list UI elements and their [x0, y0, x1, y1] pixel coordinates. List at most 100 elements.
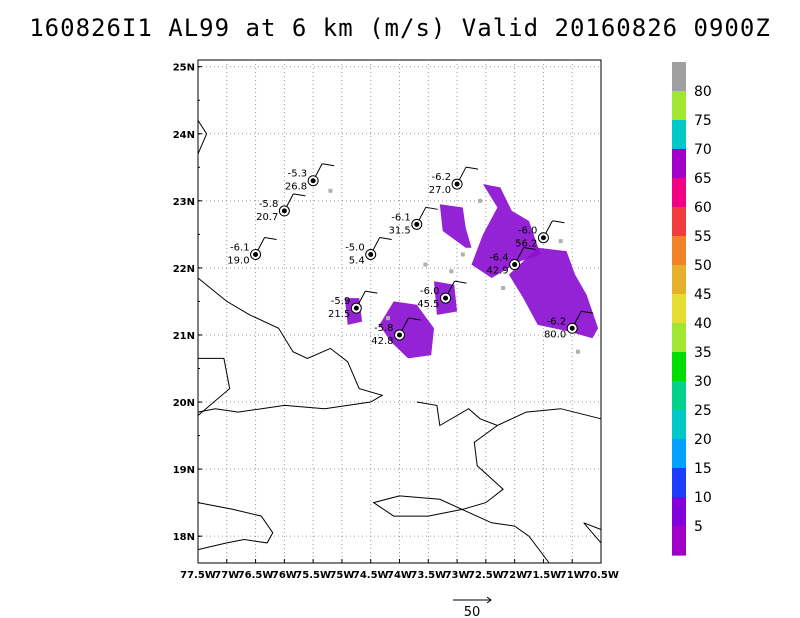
x-tick-label: 77.5W — [180, 570, 216, 581]
observation-top-value: -5.9 — [331, 296, 351, 307]
x-tick-label: 76W — [272, 570, 297, 581]
wind-barb-flag — [465, 166, 479, 170]
observation-station: -6.4 42.9 — [486, 247, 536, 277]
observation-top-value: -6.0 — [518, 226, 538, 237]
y-tick-label: 19N — [173, 465, 195, 476]
reference-vector: 50 — [453, 596, 492, 618]
station-dot — [397, 332, 402, 338]
echo-speck — [423, 262, 428, 267]
observation-station: -6.1 19.0 — [227, 237, 277, 266]
wind-barb-flag — [552, 220, 565, 224]
wind-barb-flag — [379, 237, 392, 240]
echo-speck — [478, 198, 483, 203]
x-tick-label: 72W — [502, 570, 527, 581]
colorbar-swatch — [672, 149, 686, 179]
x-tick-label: 70.5W — [583, 570, 619, 581]
colorbar-label: 60 — [694, 200, 712, 216]
echo-speck — [460, 252, 465, 257]
colorbar-label: 10 — [694, 490, 712, 506]
echo-speck — [575, 349, 580, 354]
y-tick-label: 18N — [173, 532, 195, 543]
colorbar-swatch — [672, 410, 686, 440]
x-tick-label: 75W — [329, 570, 354, 581]
observation-station: -5.9 21.5 — [328, 290, 378, 320]
colorbar-label: 70 — [694, 142, 712, 158]
y-tick-label: 21N — [173, 331, 195, 342]
wind-barb-flag — [408, 317, 421, 321]
x-tick-label: 75.5W — [295, 570, 331, 581]
colorbar-label: 75 — [694, 113, 712, 129]
reference-vector-label: 50 — [464, 605, 481, 618]
coastline — [197, 277, 384, 413]
x-tick-label: 77W — [214, 570, 239, 581]
observation-bottom-value: 21.5 — [328, 309, 350, 320]
x-tick-label: 73W — [445, 570, 470, 581]
observation-bottom-value: 5.4 — [349, 255, 365, 266]
colorbar-swatch — [672, 468, 686, 498]
observation-bottom-value: 80.0 — [544, 329, 566, 340]
observation-station: -5.8 42.8 — [371, 317, 421, 347]
observation-station: -5.3 26.8 — [285, 163, 335, 193]
observation-top-value: -5.8 — [259, 199, 279, 210]
colorbar-swatch — [672, 526, 686, 556]
y-tick-label: 23N — [173, 197, 195, 208]
y-tick-label: 20N — [173, 398, 195, 409]
colorbar-label: 20 — [694, 432, 712, 448]
x-tick-label: 71W — [560, 570, 585, 581]
station-dot — [310, 178, 316, 184]
wind-barb-flag — [523, 247, 536, 251]
observation-top-value: -6.2 — [547, 316, 567, 327]
y-axis-ticks: 25N 24N 23N 22N 21N 20N 19N 18N — [173, 63, 202, 543]
colorbar-label: 55 — [694, 229, 712, 245]
observation-bottom-value: 19.0 — [227, 255, 249, 266]
observation-bottom-value: 42.8 — [371, 336, 393, 347]
observation-top-value: -5.3 — [288, 169, 308, 180]
observation-top-value: -5.8 — [374, 323, 394, 334]
x-tick-label: 72.5W — [468, 570, 504, 581]
wind-echo — [439, 204, 472, 248]
colorbar-swatch — [672, 294, 686, 324]
wind-speed-shading — [328, 184, 599, 359]
colorbar-swatch — [672, 91, 686, 121]
observation-top-value: -6.1 — [230, 242, 250, 253]
observation-bottom-value: 42.9 — [486, 266, 508, 277]
coastline — [583, 522, 602, 544]
wind-barb-flag — [365, 290, 378, 294]
observation-station: -5.8 20.7 — [256, 193, 306, 223]
coastlines — [197, 120, 602, 564]
x-tick-label: 74.5W — [353, 570, 389, 581]
echo-speck — [328, 188, 333, 193]
colorbar-swatch — [672, 236, 686, 266]
echo-speck — [558, 239, 563, 244]
observation-bottom-value: 56.2 — [515, 239, 537, 250]
observation-station: -6.0 45.5 — [417, 280, 467, 310]
x-tick-label: 71.5W — [526, 570, 562, 581]
wind-echo — [508, 247, 599, 339]
colorbar-swatch — [672, 265, 686, 295]
y-tick-label: 25N — [173, 63, 195, 74]
colorbar-swatch — [672, 207, 686, 237]
station-dot — [281, 208, 287, 214]
colorbar-swatch — [672, 381, 686, 411]
colorbar-swatch — [672, 352, 686, 382]
colorbar-swatch — [672, 120, 686, 150]
colorbar-label: 80 — [694, 84, 712, 100]
wind-barb-flag — [425, 206, 438, 210]
colorbar-swatch — [672, 497, 686, 527]
echo-speck — [501, 286, 506, 291]
x-tick-label: 74W — [387, 570, 412, 581]
colorbar-swatch — [672, 178, 686, 208]
observation-top-value: -6.0 — [420, 286, 440, 297]
station-dot — [353, 305, 359, 311]
colorbar-label: 25 — [694, 403, 712, 419]
station-dot — [512, 262, 518, 268]
wind-barb-flag — [293, 193, 306, 197]
x-axis-ticks: 77.5W77W76.5W76W75.5W75W74.5W74W73.5W73W… — [180, 559, 619, 581]
observation-bottom-value: 20.7 — [256, 212, 278, 223]
observation-bottom-value: 27.0 — [429, 185, 451, 196]
observation-top-value: -6.4 — [489, 253, 509, 264]
colorbar-label: 5 — [694, 519, 703, 535]
station-dot — [454, 181, 460, 187]
coastline — [197, 502, 274, 551]
